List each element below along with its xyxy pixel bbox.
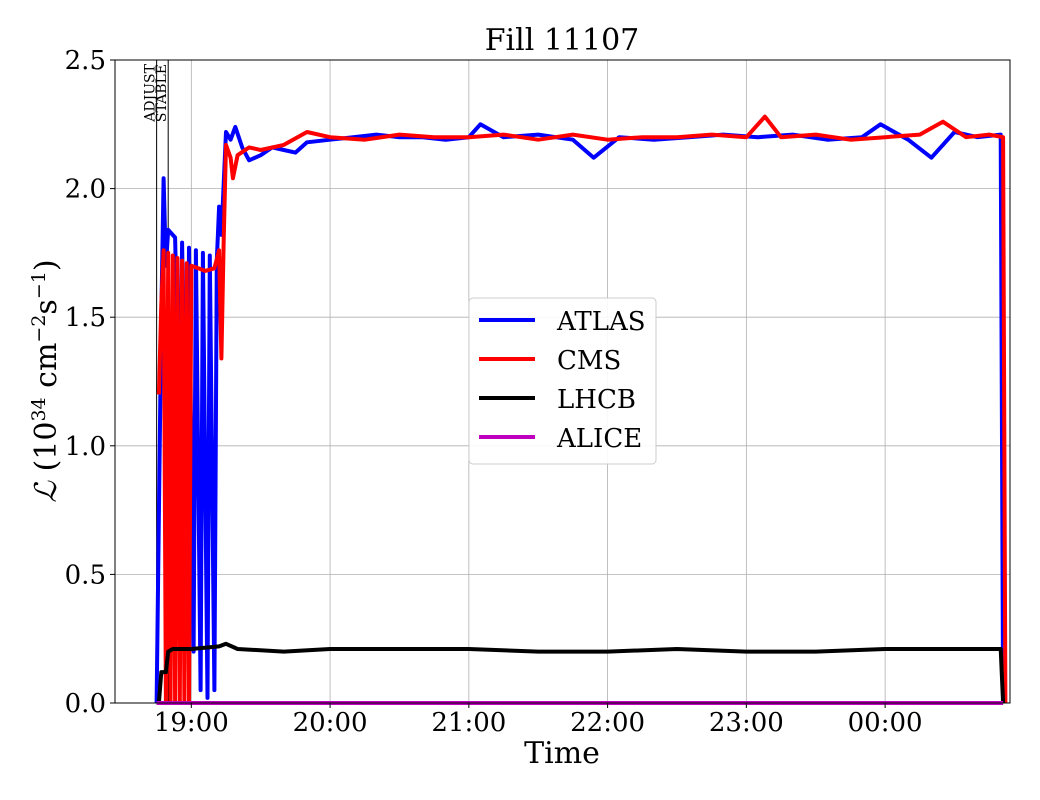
x-tick-label: 20:00: [293, 708, 368, 738]
y-tick-label: 0.0: [65, 689, 106, 719]
y-axis-symbol: ℒ: [29, 480, 64, 503]
x-axis-label: Time: [524, 736, 600, 771]
chart-title: Fill 11107: [485, 23, 640, 58]
x-tick-label: 19:00: [154, 708, 229, 738]
legend-box: [468, 297, 657, 465]
y-tick-label: 1.0: [65, 432, 106, 462]
y-axis-open: (10: [29, 422, 64, 481]
legend-label: ATLAS: [556, 307, 646, 337]
legend: ATLAS CMS LHCB ALICE: [468, 297, 657, 465]
y-tick-label: 1.5: [65, 303, 106, 333]
legend-label: CMS: [557, 346, 621, 376]
y-axis-exp1: 34: [28, 397, 50, 421]
beam-mode-label: STABLE: [154, 64, 170, 122]
x-tick-label: 21:00: [431, 708, 506, 738]
y-tick-label: 0.5: [65, 560, 106, 590]
series-line-cms: [156, 114, 1008, 705]
axis-ticks: 0.0 0.5 1.0 1.5 2.0 2.5 19:00 20:00 21:00 22:00 23…: [65, 46, 923, 738]
plot-frame: [114, 59, 1011, 704]
y-axis-exp2: −2: [28, 315, 50, 343]
series-line-lhcb: [156, 641, 1006, 705]
y-axis-close: ): [29, 259, 64, 271]
y-axis-label: ℒ (1034 cm−2s−1): [28, 259, 64, 502]
legend-label: ALICE: [556, 424, 642, 454]
x-tick-label: 00:00: [848, 708, 923, 738]
x-tick-label: 23:00: [709, 708, 784, 738]
y-axis-mid: cm: [29, 343, 64, 398]
legend-label: LHCB: [557, 385, 636, 415]
y-axis-exp3: −1: [28, 271, 50, 299]
x-tick-label: 22:00: [570, 708, 645, 738]
y-tick-label: 2.5: [65, 46, 106, 76]
y-tick-label: 2.0: [65, 175, 106, 205]
beam-mode-label: ADJUST: [143, 63, 159, 122]
y-axis-s: s: [29, 299, 64, 314]
